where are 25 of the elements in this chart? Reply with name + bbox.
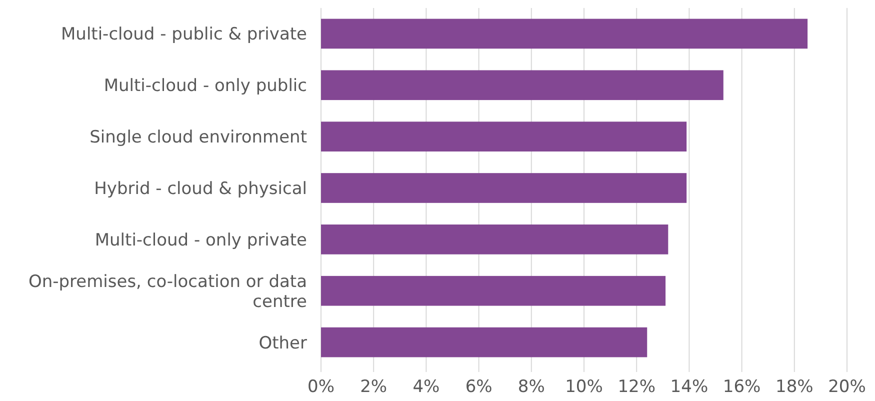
y-tick-label: Hybrid - cloud & physical [94, 179, 307, 199]
x-tick-label: 10% [565, 377, 603, 398]
x-tick-label: 20% [828, 377, 866, 398]
y-tick-label: Multi-cloud - only private [94, 230, 307, 250]
y-tick-label: Single cloud environment [90, 128, 308, 148]
y-tick-label: Multi-cloud - only public [104, 76, 307, 96]
bar [321, 276, 666, 306]
x-tick-label: 14% [670, 377, 708, 398]
x-tick-label: 2% [360, 377, 388, 398]
bar [321, 327, 648, 358]
y-tick-label: Multi-cloud - public & private [61, 24, 307, 45]
x-tick-label: 4% [412, 377, 440, 398]
x-tick-label: 16% [722, 377, 761, 398]
x-tick-label: 12% [618, 377, 656, 398]
y-tick-label: Other [258, 333, 307, 354]
bar [321, 122, 687, 152]
y-tick-label: On-premises, co-location or data centre [28, 272, 307, 312]
x-tick-label: 0% [308, 377, 334, 398]
bar [321, 173, 687, 203]
x-tick-label: 18% [776, 377, 814, 398]
x-tick-label: 6% [465, 377, 492, 398]
bar [321, 70, 724, 100]
x-tick-label: 8% [518, 377, 545, 398]
bar [321, 18, 808, 49]
bar [321, 224, 668, 254]
